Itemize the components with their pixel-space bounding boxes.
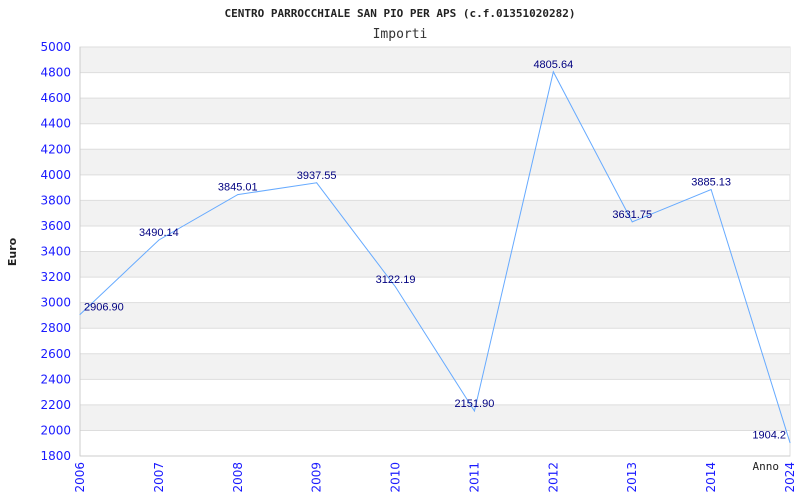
data-point bbox=[631, 221, 633, 223]
chart-title: CENTRO PARROCCHIALE SAN PIO PER APS (c.f… bbox=[225, 7, 576, 20]
y-tick-label: 4600 bbox=[40, 91, 71, 105]
y-tick-label: 3200 bbox=[40, 270, 71, 284]
data-point bbox=[316, 182, 318, 184]
data-point bbox=[237, 194, 239, 196]
data-label: 1904.2 bbox=[752, 430, 786, 442]
grid-band bbox=[80, 47, 790, 73]
grid-band bbox=[80, 251, 790, 278]
y-tick-label: 4000 bbox=[40, 168, 71, 182]
grid-band bbox=[80, 98, 790, 124]
data-point bbox=[789, 442, 791, 444]
y-tick-label: 5000 bbox=[40, 40, 71, 54]
data-point bbox=[79, 314, 81, 316]
y-tick-label: 2000 bbox=[40, 423, 71, 437]
y-tick-label: 2600 bbox=[40, 347, 71, 361]
data-label: 3937.55 bbox=[297, 170, 337, 182]
x-tick-label: 2010 bbox=[389, 462, 403, 493]
data-label: 3490.14 bbox=[139, 227, 179, 239]
grid-band bbox=[80, 200, 790, 226]
data-point bbox=[473, 410, 475, 412]
chart-subtitle: Importi bbox=[373, 27, 428, 42]
grid-band bbox=[80, 302, 790, 329]
x-tick-label: 2024 bbox=[783, 462, 797, 493]
grid-band bbox=[80, 149, 790, 175]
series-line bbox=[79, 70, 791, 443]
data-point bbox=[552, 71, 554, 73]
data-point bbox=[395, 286, 397, 288]
data-label: 3122.19 bbox=[376, 274, 416, 286]
y-tick-label: 4400 bbox=[40, 117, 71, 131]
y-tick-label: 3600 bbox=[40, 219, 71, 233]
x-tick-label: 2009 bbox=[310, 462, 324, 493]
x-tick-label: 2013 bbox=[625, 462, 639, 493]
y-tick-label: 4800 bbox=[40, 66, 71, 80]
data-label: 2906.90 bbox=[84, 302, 124, 314]
x-tick-label: 2008 bbox=[231, 462, 245, 493]
y-axis-label: Euro bbox=[6, 237, 19, 266]
x-tick-label: 2014 bbox=[704, 462, 718, 493]
grid-band bbox=[80, 353, 790, 380]
data-label: 3845.01 bbox=[218, 182, 258, 194]
data-label: 2151.90 bbox=[455, 398, 495, 410]
y-tick-label: 2800 bbox=[40, 321, 71, 335]
data-label: 3885.13 bbox=[691, 176, 731, 188]
y-tick-label: 3400 bbox=[40, 245, 71, 259]
data-label: 4805.64 bbox=[533, 59, 573, 71]
y-tick-label: 2400 bbox=[40, 372, 71, 386]
x-axis-label: Anno bbox=[753, 460, 780, 473]
x-tick-label: 2011 bbox=[467, 462, 481, 493]
y-tick-label: 3000 bbox=[40, 296, 71, 310]
y-tick-label: 3800 bbox=[40, 193, 71, 207]
grid-band bbox=[80, 404, 790, 431]
x-tick-label: 2012 bbox=[546, 462, 560, 493]
data-point bbox=[710, 188, 712, 190]
x-tick-label: 2007 bbox=[152, 462, 166, 493]
data-label: 3631.75 bbox=[612, 209, 652, 221]
data-point bbox=[158, 239, 160, 241]
x-tick-label: 2006 bbox=[73, 462, 87, 493]
y-tick-label: 1800 bbox=[40, 449, 71, 463]
y-tick-label: 4200 bbox=[40, 142, 71, 156]
y-tick-label: 2200 bbox=[40, 398, 71, 412]
